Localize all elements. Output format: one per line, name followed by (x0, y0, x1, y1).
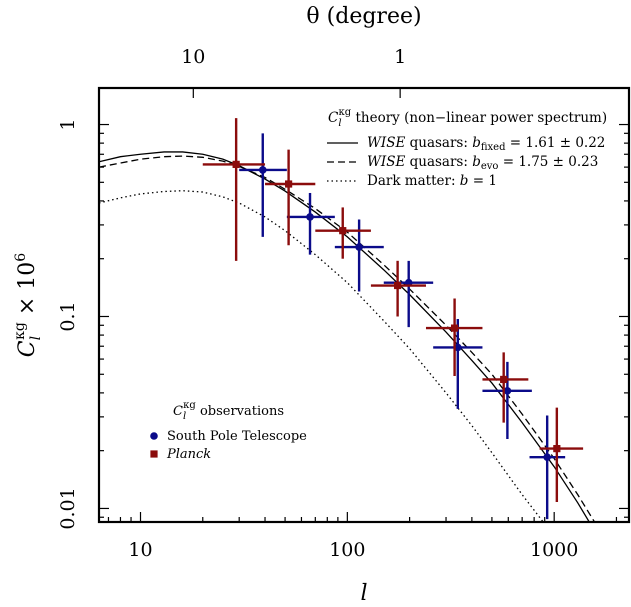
spt-point-6 (529, 415, 566, 520)
planck-point-1 (265, 149, 316, 246)
spt-point-1 (286, 192, 335, 255)
legends: Clκg theory (non−linear power spectrum) W… (150, 107, 607, 462)
theory-curve-dashed (99, 155, 596, 522)
theory-curve-dotted (99, 190, 545, 522)
theory-legend-entry: WISE quasars: bfixed = 1.61 ± 0.22 (367, 135, 605, 153)
top-axis-title: θ (degree) (306, 4, 421, 29)
top-tick-label: 1 (394, 46, 406, 68)
circle-marker (543, 453, 551, 461)
circle-marker (355, 243, 363, 251)
top-tick-label: 10 (181, 46, 205, 68)
circle-marker (503, 387, 512, 395)
square-marker (450, 324, 459, 332)
square-marker (339, 227, 347, 235)
obs-legend-label: Planck (166, 447, 211, 462)
square-marker (232, 160, 240, 168)
spt-point-0 (239, 133, 287, 237)
square-marker (285, 180, 293, 188)
planck-point-6 (539, 407, 584, 503)
data-points (202, 118, 584, 520)
x-tick-label: 10 (128, 539, 152, 561)
y-tick-label: 0.1 (57, 301, 79, 331)
legend-circle-marker (150, 432, 158, 440)
circle-marker (453, 343, 462, 352)
square-marker (500, 375, 508, 384)
planck-point-3 (370, 260, 426, 317)
y-tick-label: 0.01 (57, 487, 79, 529)
obs-legend-label: South Pole Telescope (167, 429, 307, 444)
theory-legend-entry: Dark matter: b = 1 (367, 173, 497, 189)
theory-curve-solid (99, 151, 591, 522)
theory-legend-title: Clκg theory (non−linear power spectrum) (328, 107, 607, 129)
y-tick-label: 1 (57, 118, 79, 130)
square-marker (553, 445, 561, 453)
planck-point-2 (315, 207, 371, 259)
theory-curves (99, 151, 596, 522)
x-axis-title: l (360, 581, 367, 606)
circle-marker (306, 213, 314, 221)
spt-point-4 (433, 319, 483, 409)
legend-square-marker (150, 450, 158, 458)
spt-point-3 (383, 260, 434, 328)
x-tick-label: 1000 (530, 539, 578, 561)
planck-point-0 (202, 118, 266, 261)
circle-marker (258, 166, 267, 174)
axes: 10 100 1000 1 0.1 0.01 10 1 θ (degree) l Clκg × 10… (12, 4, 629, 606)
theory-legend-entry: WISE quasars: bevo = 1.75 ± 0.23 (367, 154, 598, 172)
spt-point-5 (482, 361, 532, 440)
y-axis-title: Clκg × 106 (12, 253, 44, 357)
planck-point-5 (482, 352, 529, 423)
x-tick-label: 100 (329, 539, 365, 561)
obs-legend-title: Clκg observations (173, 400, 284, 422)
planck-point-4 (425, 298, 483, 376)
square-marker (394, 281, 402, 290)
plot-frame (97, 86, 631, 524)
